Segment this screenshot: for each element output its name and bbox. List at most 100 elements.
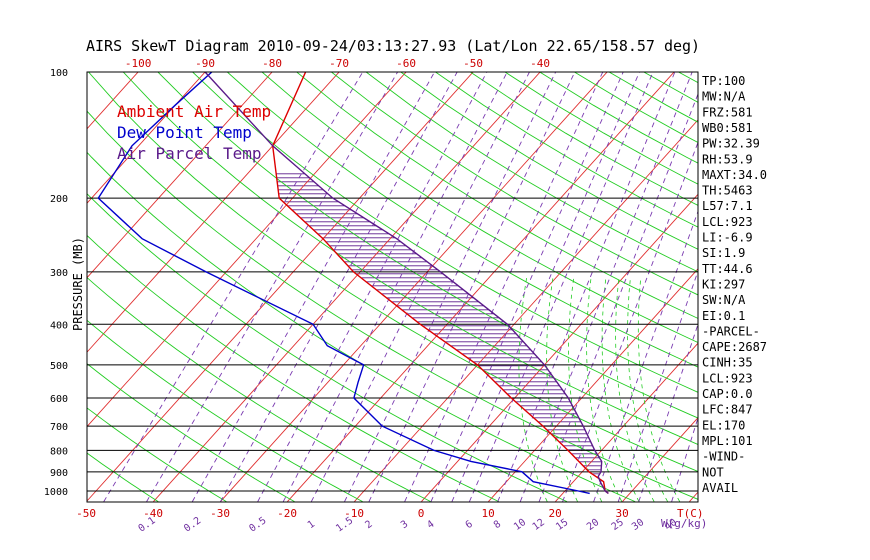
isobar-lines bbox=[87, 197, 698, 492]
mixing-ratio-line bbox=[368, 72, 576, 502]
mixing-ratio-tick-label: 8 bbox=[492, 519, 503, 531]
moist-adiabat-line bbox=[627, 277, 668, 502]
top-temp-tick-label: -50 bbox=[463, 57, 483, 70]
dry-adiabat-line bbox=[365, 72, 698, 273]
mixing-ratio-line bbox=[671, 416, 698, 502]
y-axis-label: PRESSURE (MB) bbox=[71, 237, 85, 331]
pressure-tick-label: 400 bbox=[50, 320, 68, 331]
mixing-ratio-tick-label: 0.2 bbox=[182, 515, 203, 534]
dry-adiabat-line bbox=[87, 151, 636, 502]
top-temp-tick-labels: -100 -90 -80 -70 -60 -50 -40 bbox=[125, 57, 550, 70]
dry-adiabat-line bbox=[748, 72, 870, 502]
plot-frame bbox=[86, 71, 699, 503]
mixing-ratio-tick-label: 10 bbox=[512, 517, 528, 533]
bottom-temp-tick-label: -40 bbox=[143, 507, 163, 520]
dry-adiabat-line bbox=[852, 72, 870, 502]
legend-entry: Ambient Air Temp bbox=[117, 102, 271, 121]
isotherm-line bbox=[488, 268, 698, 502]
stat-item: MAXT:34.0 bbox=[702, 168, 767, 182]
isotherm-line bbox=[0, 63, 13, 502]
top-temp-tick-label: -100 bbox=[125, 57, 152, 70]
pressure-tick-label: 200 bbox=[50, 194, 68, 205]
stat-item: TH:5463 bbox=[702, 184, 753, 198]
isotherm-line bbox=[87, 72, 273, 279]
bottom-temp-tick-label: -50 bbox=[76, 507, 96, 520]
mixing-ratio-line bbox=[638, 322, 698, 502]
top-temp-tick-label: -90 bbox=[195, 57, 215, 70]
bottom-temp-tick-label: 30 bbox=[615, 507, 628, 520]
stat-item: WB0:581 bbox=[702, 121, 753, 135]
dry-adiabat-line bbox=[470, 72, 698, 206]
stat-item: EL:170 bbox=[702, 418, 745, 432]
mixing-ratio-tick-label: 3 bbox=[399, 519, 410, 531]
top-temp-tick-label: -70 bbox=[329, 57, 349, 70]
mixing-ratio-tick-label: 2 bbox=[363, 519, 374, 531]
pressure-tick-label: 300 bbox=[50, 268, 68, 279]
dry-adiabat-line bbox=[296, 72, 698, 319]
dry-adiabat-line bbox=[88, 72, 698, 473]
top-temp-tick-label: -40 bbox=[530, 57, 550, 70]
bottom-temp-tick-label: 0 bbox=[418, 507, 425, 520]
mixing-ratio-line bbox=[220, 72, 458, 502]
stat-item: CINH:35 bbox=[702, 356, 753, 370]
stat-item: SW:N/A bbox=[702, 293, 746, 307]
isotherm-line bbox=[622, 416, 698, 502]
dry-adiabat-line bbox=[783, 72, 870, 502]
top-temp-tick-label: -60 bbox=[396, 57, 416, 70]
isotherm-line bbox=[220, 72, 608, 502]
stat-item: NOT bbox=[702, 465, 724, 479]
legend: Ambient Air Temp Dew Point Temp Air Parcel… bbox=[117, 102, 271, 163]
top-temp-tick-label: -80 bbox=[262, 57, 282, 70]
stat-item: TT:44.6 bbox=[702, 262, 753, 276]
mixing-ratio-tick-label: 0.5 bbox=[247, 515, 268, 534]
dry-adiabat-line bbox=[226, 72, 698, 368]
isotherm-line bbox=[287, 72, 675, 502]
dry-adiabat-line bbox=[157, 72, 698, 419]
mixing-ratio-line bbox=[617, 269, 698, 502]
stat-item: PW:32.39 bbox=[702, 137, 760, 151]
x-axis-label: T(C) bbox=[677, 507, 704, 520]
bottom-temp-tick-label: -30 bbox=[210, 507, 230, 520]
mixing-ratio-tick-label: 4 bbox=[425, 519, 436, 531]
stat-item: L57:7.1 bbox=[702, 199, 753, 213]
mixing-ratio-lines bbox=[103, 72, 698, 502]
isotherm-line bbox=[555, 342, 698, 502]
mixing-ratio-line bbox=[593, 210, 698, 502]
mixing-ratio-line bbox=[538, 92, 698, 502]
pressure-tick-labels: 100 200 300 400 500 600 700 800 900 1000 bbox=[44, 68, 68, 498]
stat-item: CAP:0.0 bbox=[702, 387, 753, 401]
bottom-temp-tick-labels: -50 -40 -30 -20 -10 0 10 20 30 bbox=[76, 507, 629, 520]
pressure-tick-label: 100 bbox=[50, 68, 68, 79]
mixing-ratio-line bbox=[103, 72, 364, 502]
mixing-ratio-tick-label: 30 bbox=[630, 517, 646, 533]
bottom-temp-tick-label: 10 bbox=[481, 507, 494, 520]
mixing-ratio-line bbox=[191, 72, 435, 502]
mixing-ratio-line bbox=[497, 72, 676, 502]
isotherm-line bbox=[87, 72, 340, 353]
pressure-tick-label: 1000 bbox=[44, 487, 68, 498]
mixing-ratio-line bbox=[146, 72, 398, 502]
mixing-ratio-line bbox=[344, 72, 557, 502]
stat-item: EI:0.1 bbox=[702, 309, 745, 323]
isotherm-line bbox=[87, 72, 474, 502]
moist-adiabat-line bbox=[586, 277, 623, 502]
mixing-axis-label: W(g/kg) bbox=[661, 517, 707, 530]
mixing-ratio-tick-label: 1 bbox=[306, 519, 317, 531]
isotherm-line bbox=[823, 63, 870, 502]
mixing-ratio-line bbox=[562, 141, 698, 502]
moist-adiabat-line bbox=[637, 277, 681, 502]
dry-adiabat-line bbox=[504, 72, 698, 185]
bottom-temp-tick-label: -20 bbox=[277, 507, 297, 520]
moist-adiabat-line bbox=[568, 277, 603, 502]
stat-item: -PARCEL- bbox=[702, 324, 760, 338]
dry-adiabat-line bbox=[261, 72, 698, 344]
stat-item: LCL:923 bbox=[702, 215, 753, 229]
isotherm-line bbox=[0, 63, 80, 502]
pressure-tick-label: 700 bbox=[50, 422, 68, 433]
stat-item: AVAIL bbox=[702, 481, 738, 495]
profile-air-parcel-temp bbox=[204, 72, 609, 494]
stat-item: -WIND- bbox=[702, 450, 745, 464]
isotherm-line bbox=[756, 63, 870, 502]
stat-item: LI:-6.9 bbox=[702, 231, 753, 245]
stat-item: KI:297 bbox=[702, 277, 745, 291]
